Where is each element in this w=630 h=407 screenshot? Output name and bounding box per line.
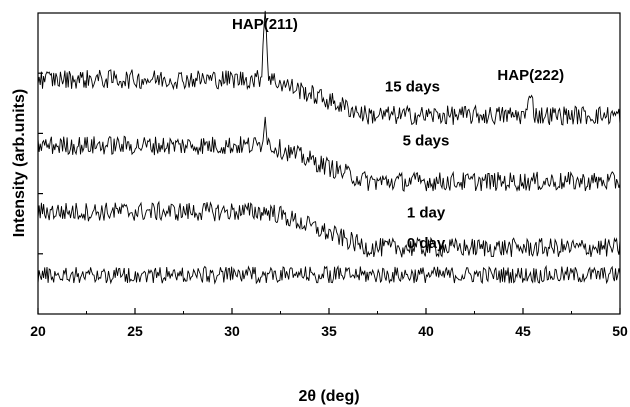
x-axis-ticks: 20 25 30 35 40 45 50 xyxy=(30,308,628,339)
trace-label: 1 day xyxy=(407,205,446,222)
x-tick-label: 50 xyxy=(612,323,628,339)
trace-label: 15 days xyxy=(385,78,440,95)
trace-line xyxy=(37,200,621,258)
trace-line xyxy=(37,10,621,126)
peak-annotation: HAP(211) xyxy=(232,16,298,33)
trace-label: 5 days xyxy=(403,132,450,149)
x-tick-label: 25 xyxy=(127,323,143,339)
traces xyxy=(37,10,621,285)
x-axis-label: 2θ (deg) xyxy=(298,388,359,405)
x-tick-label: 20 xyxy=(30,323,46,339)
x-tick-label: 35 xyxy=(321,323,337,339)
peak-annotations: HAP(211) HAP(222) xyxy=(232,16,564,84)
x-tick-label: 30 xyxy=(224,323,240,339)
peak-annotation: HAP(222) xyxy=(497,67,564,84)
y-axis-label: Intensity (arb.units) xyxy=(11,89,28,237)
y-axis-ticks xyxy=(38,72,43,255)
trace-labels: 0 day 1 day 5 days 15 days xyxy=(385,78,449,252)
trace-line xyxy=(37,116,621,193)
x-tick-label: 45 xyxy=(515,323,531,339)
x-tick-label: 40 xyxy=(418,323,434,339)
trace-line xyxy=(37,264,621,285)
trace-label: 0 day xyxy=(407,235,446,252)
